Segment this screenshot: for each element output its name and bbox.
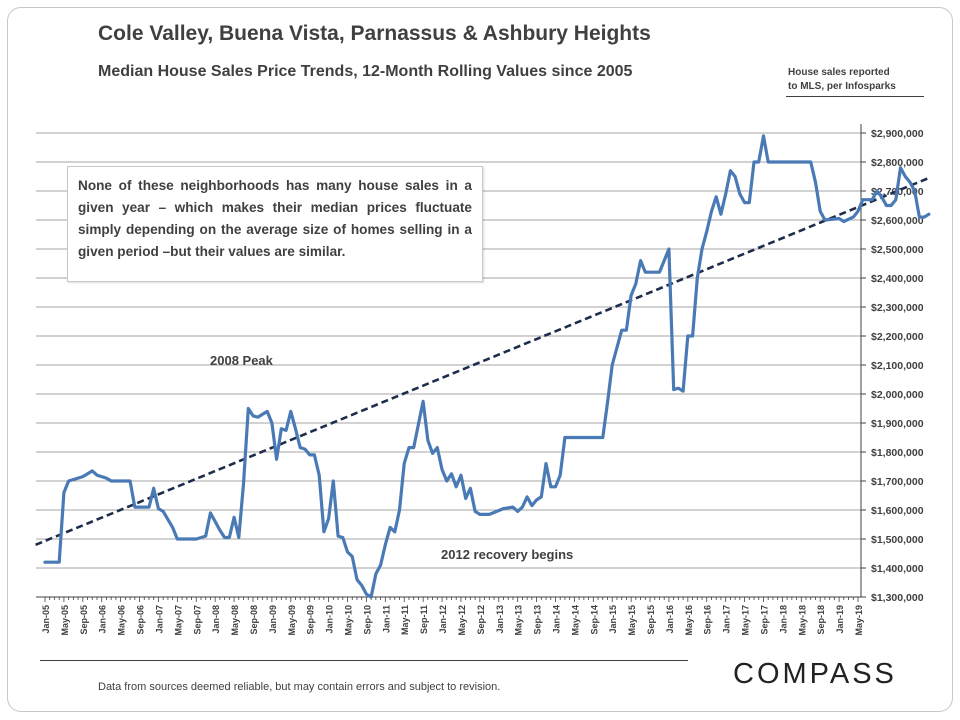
x-tick-label-2: Sep-05 [79, 605, 89, 635]
y-tick-label-9: $2,200,000 [871, 331, 924, 343]
x-tick-label-9: Jan-08 [211, 605, 221, 634]
x-tick-label-14: Sep-09 [306, 605, 316, 635]
x-tick-label-34: May-16 [684, 605, 694, 636]
source-note: House sales reported to MLS, per Infospa… [788, 66, 896, 94]
y-tick-label-13: $2,600,000 [871, 215, 924, 227]
x-tick-label-27: Jan-14 [551, 605, 561, 634]
y-tick-label-0: $1,300,000 [871, 592, 924, 604]
y-tick-label-7: $2,000,000 [871, 389, 924, 401]
x-tick-label-10: May-08 [230, 605, 240, 636]
footer-disclaimer: Data from sources deemed reliable, but m… [98, 681, 501, 693]
y-tick-label-8: $2,100,000 [871, 360, 924, 372]
x-tick-label-1: May-05 [60, 605, 70, 636]
x-tick-label-13: May-09 [287, 605, 297, 636]
footer-rule [40, 660, 688, 661]
source-note-line-2: to MLS, per Infosparks [788, 81, 896, 92]
trend-line [35, 176, 930, 547]
y-tick-label-4: $1,700,000 [871, 476, 924, 488]
x-tick-label-42: Jan-19 [835, 605, 845, 634]
compass-logo: COMPASS [733, 658, 897, 690]
x-tick-label-41: Sep-18 [816, 605, 826, 635]
chart-title: Cole Valley, Buena Vista, Parnassus & As… [98, 22, 651, 45]
x-tick-label-32: Sep-15 [646, 605, 656, 635]
note-box: None of these neighborhoods has many hou… [67, 166, 483, 282]
y-tick-label-3: $1,600,000 [871, 505, 924, 517]
y-tick-label-10: $2,300,000 [871, 302, 924, 314]
x-tick-label-38: Sep-17 [759, 605, 769, 635]
x-tick-label-36: Jan-17 [722, 605, 732, 634]
y-tick-label-6: $1,900,000 [871, 418, 924, 430]
x-tick-label-21: Jan-12 [438, 605, 448, 634]
x-tick-label-11: Sep-08 [249, 605, 259, 635]
x-tick-label-40: May-18 [797, 605, 807, 636]
x-tick-label-12: Jan-09 [268, 605, 278, 634]
x-tick-label-25: May-13 [514, 605, 524, 636]
annotation-2012-recovery: 2012 recovery begins [441, 547, 574, 562]
x-tick-label-0: Jan-05 [41, 605, 51, 634]
x-tick-label-30: Jan-15 [608, 605, 618, 634]
x-tick-label-7: May-07 [173, 605, 183, 636]
x-tick-label-15: Jan-10 [325, 605, 335, 634]
grid-lines [36, 124, 866, 598]
trend-line-group [35, 176, 930, 547]
x-tick-label-37: May-17 [741, 605, 751, 636]
x-tick-label-19: May-11 [400, 605, 410, 635]
y-tick-label-12: $2,500,000 [871, 244, 924, 256]
y-tick-label-11: $2,400,000 [871, 273, 924, 285]
y-tick-label-16: $2,900,000 [871, 128, 924, 140]
x-tick-label-18: Jan-11 [381, 605, 391, 633]
slide-frame [7, 7, 953, 712]
x-tick-label-33: Jan-16 [665, 605, 675, 634]
x-tick-label-6: Jan-07 [154, 605, 164, 634]
x-tick-label-24: Jan-13 [495, 605, 505, 634]
source-underline [786, 96, 924, 97]
x-tick-label-20: Sep-11 [419, 605, 429, 634]
y-tick-label-5: $1,800,000 [871, 447, 924, 459]
annotation-2008-peak: 2008 Peak [210, 353, 273, 368]
y-tick-label-2: $1,500,000 [871, 534, 924, 546]
x-tick-label-35: Sep-16 [703, 605, 713, 635]
x-tick-label-5: Sep-06 [136, 605, 146, 635]
x-tick-label-43: May-19 [854, 605, 864, 636]
y-tick-label-15: $2,800,000 [871, 157, 924, 169]
x-axis [36, 596, 861, 602]
y-tick-label-1: $1,400,000 [871, 563, 924, 575]
chart-subtitle: Median House Sales Price Trends, 12-Mont… [98, 63, 633, 80]
x-tick-label-3: Jan-06 [98, 605, 108, 634]
x-tick-label-29: Sep-14 [589, 605, 599, 635]
series-line-0 [43, 134, 931, 599]
x-tick-label-39: Jan-18 [778, 605, 788, 634]
x-tick-label-28: May-14 [570, 605, 580, 636]
x-axis-tick-labels: Jan-05 May-05 Sep-05 Jan-06 May-06 Sep-06 Jan-… [41, 605, 864, 636]
x-tick-label-16: May-10 [344, 605, 354, 636]
x-tick-label-17: Sep-10 [362, 605, 372, 635]
x-tick-label-4: May-06 [117, 605, 127, 636]
series-group [43, 134, 931, 599]
x-tick-label-23: Sep-12 [476, 605, 486, 635]
source-note-line-1: House sales reported [788, 67, 890, 78]
x-tick-label-8: Sep-07 [192, 605, 202, 635]
x-tick-label-26: Sep-13 [533, 605, 543, 635]
x-tick-label-22: May-12 [457, 605, 467, 636]
x-tick-label-31: May-15 [627, 605, 637, 636]
